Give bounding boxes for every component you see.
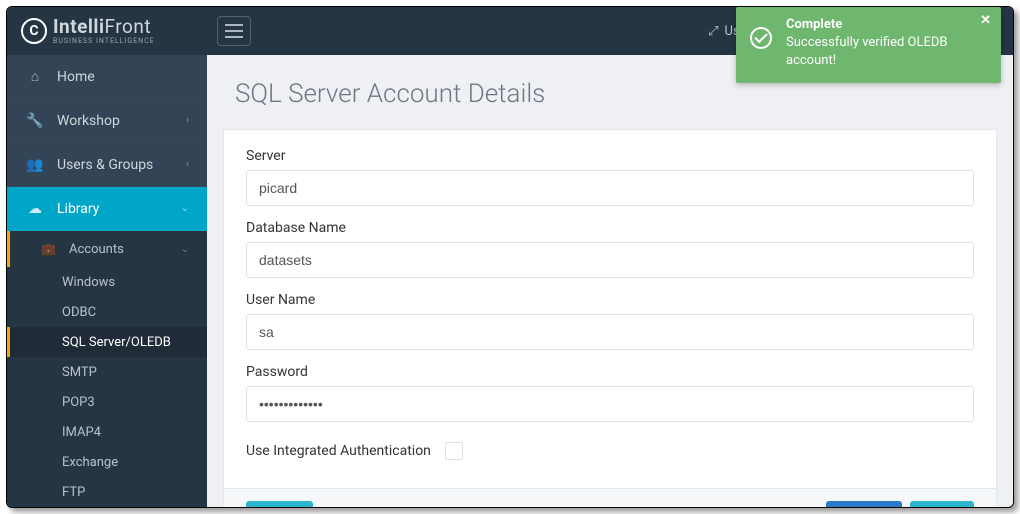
button-bar: Verify Cancel Save <box>224 488 996 507</box>
server-input[interactable] <box>246 170 974 206</box>
chevron-left-icon: ‹ <box>186 159 189 170</box>
wrench-icon: 🔧 <box>25 113 45 129</box>
chevron-down-icon: ⌄ <box>181 244 189 255</box>
toast-title: Complete <box>786 17 971 32</box>
subnav-label: Accounts <box>69 242 124 257</box>
account-type-exchange[interactable]: Exchange <box>7 447 207 477</box>
toast-message: Successfully verified OLEDB account! <box>786 34 971 69</box>
account-type-odbc[interactable]: ODBC <box>7 297 207 327</box>
nav-label: Library <box>57 201 99 217</box>
account-type-smtp[interactable]: SMTP <box>7 357 207 387</box>
nav-label: Home <box>57 69 95 85</box>
cloud-icon: ☁ <box>25 201 45 217</box>
server-label: Server <box>246 148 974 164</box>
nav-users-groups[interactable]: 👥 Users & Groups ‹ <box>7 143 207 187</box>
integrated-auth-label: Use Integrated Authentication <box>246 443 431 459</box>
toast-close-button[interactable]: ✕ <box>980 13 991 28</box>
chevron-down-icon: ⌄ <box>181 203 189 214</box>
account-type-windows[interactable]: Windows <box>7 267 207 297</box>
user-view-icon: ⤢ <box>708 24 718 39</box>
brand-badge-icon: C <box>21 18 47 44</box>
briefcase-icon: 💼 <box>41 242 59 256</box>
database-label: Database Name <box>246 220 974 236</box>
verify-button[interactable]: Verify <box>246 501 313 507</box>
username-label: User Name <box>246 292 974 308</box>
account-type-imap4[interactable]: IMAP4 <box>7 417 207 447</box>
main-content: SQL Server Account Details Server Databa… <box>207 55 1013 507</box>
nav-workshop[interactable]: 🔧 Workshop ‹ <box>7 99 207 143</box>
brand-logo[interactable]: C IntelliFront BUSINESS INTELLIGENCE <box>7 17 207 45</box>
check-icon <box>750 27 772 49</box>
chevron-left-icon: ‹ <box>186 115 189 126</box>
password-input[interactable] <box>246 386 974 422</box>
account-type-sqlserver[interactable]: SQL Server/OLEDB <box>7 327 207 357</box>
subnav-accounts[interactable]: 💼 Accounts ⌄ <box>7 231 207 267</box>
brand-name: IntelliFront <box>53 17 155 36</box>
cancel-button[interactable]: Cancel <box>826 501 902 507</box>
toast-success: ✕ Complete Successfully verified OLEDB a… <box>736 7 1001 83</box>
account-type-ftp[interactable]: FTP <box>7 477 207 507</box>
nav-label: Users & Groups <box>57 157 153 173</box>
account-type-pop3[interactable]: POP3 <box>7 387 207 417</box>
nav-label: Workshop <box>57 113 120 129</box>
menu-toggle-button[interactable] <box>217 16 251 46</box>
home-icon: ⌂ <box>25 68 45 85</box>
save-button[interactable]: Save <box>910 501 974 507</box>
nav-library[interactable]: ☁ Library ⌄ <box>7 187 207 231</box>
database-input[interactable] <box>246 242 974 278</box>
username-input[interactable] <box>246 314 974 350</box>
nav-home[interactable]: ⌂ Home <box>7 55 207 99</box>
users-icon: 👥 <box>25 157 45 173</box>
sidebar: ⌂ Home 🔧 Workshop ‹ 👥 Users & Groups ‹ ☁… <box>7 55 207 507</box>
form-panel: Server Database Name User Name Password … <box>223 129 997 507</box>
brand-subtitle: BUSINESS INTELLIGENCE <box>53 38 155 45</box>
password-label: Password <box>246 364 974 380</box>
integrated-auth-checkbox[interactable] <box>445 442 463 460</box>
